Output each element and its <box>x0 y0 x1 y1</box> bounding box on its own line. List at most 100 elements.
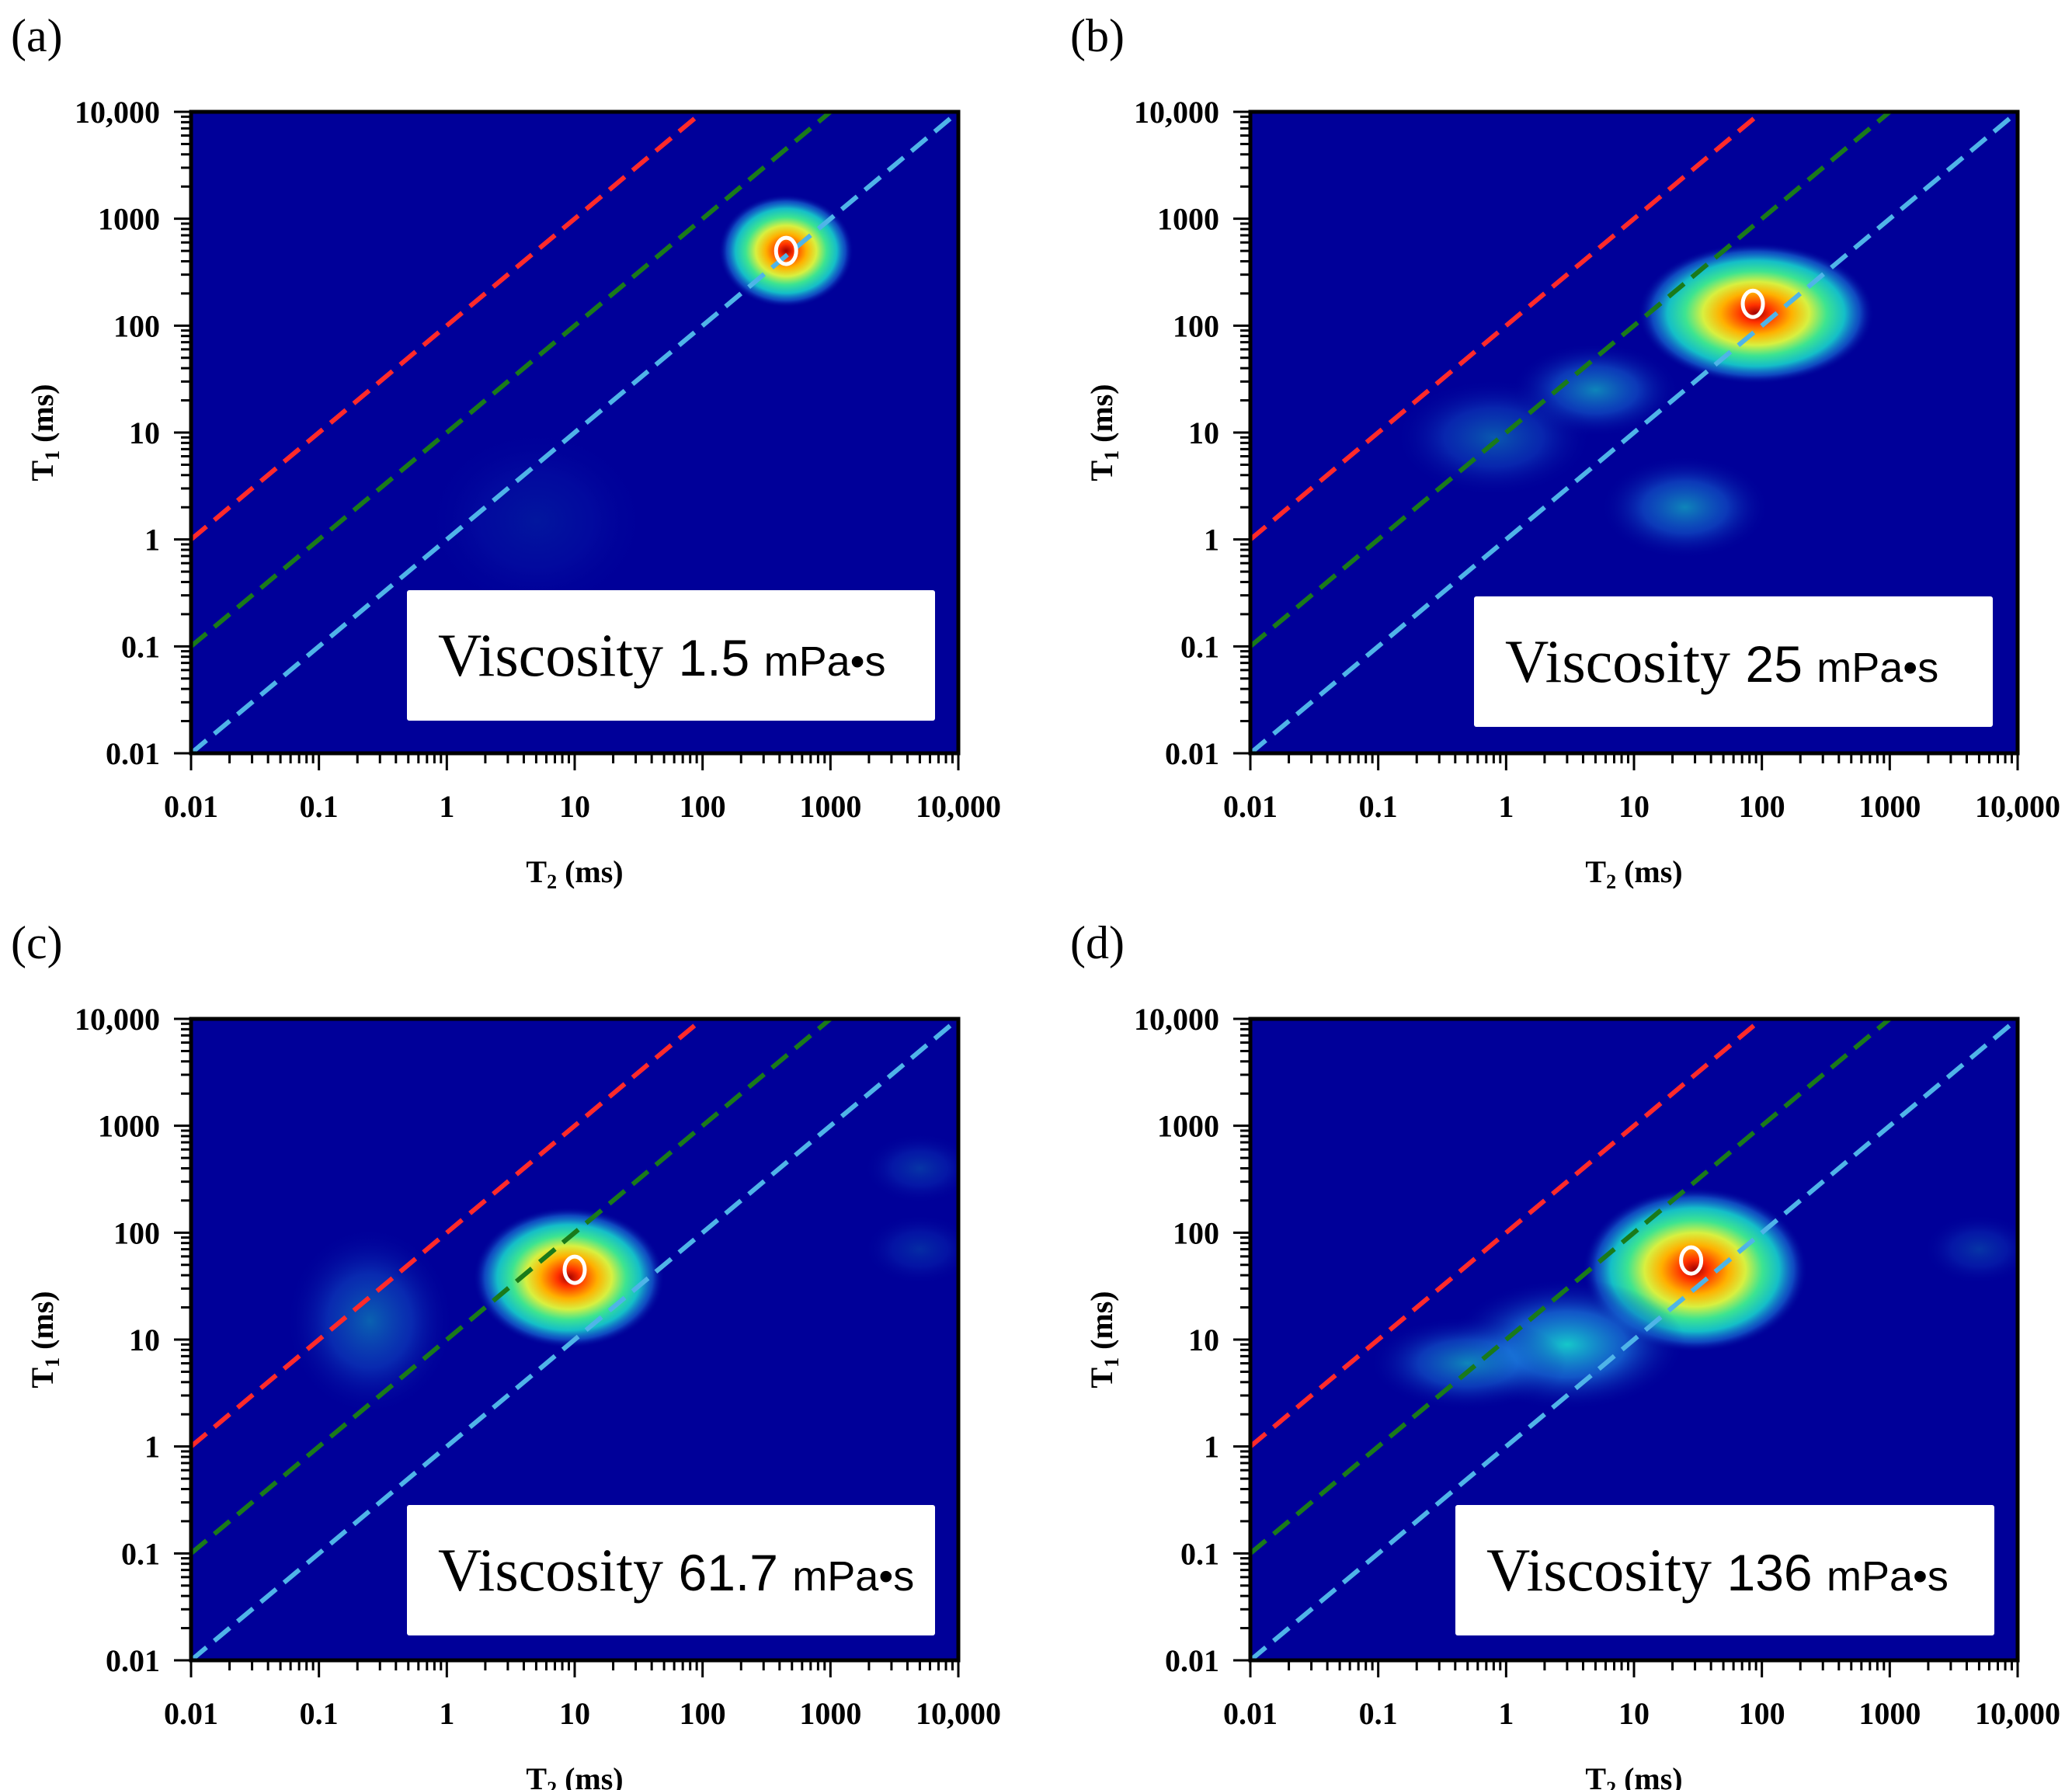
x-tick-label: 10 <box>1618 1696 1650 1731</box>
y-tick-label: 100 <box>1173 1215 1219 1250</box>
signal-blob <box>863 1133 958 1204</box>
x-axis-label: T2 (ms) <box>1585 854 1682 893</box>
x-tick-label: 1 <box>1498 789 1514 824</box>
signal-blob <box>1600 455 1770 559</box>
x-tick-label: 100 <box>1739 1696 1785 1731</box>
panel-label: (d) <box>1070 917 1125 968</box>
ratio-line <box>1250 112 1892 648</box>
y-tick-label: 1000 <box>1157 1109 1219 1144</box>
peak-marker <box>774 235 798 266</box>
viscosity-label: Viscosity <box>1505 627 1746 695</box>
y-tick-label: 10,000 <box>75 1002 160 1037</box>
panel-0: (a) Viscosity 1.5 mPa•s 0.01 0.1 1 10 100 1000 1… <box>11 10 1001 893</box>
x-tick-label: 0.01 <box>164 1696 218 1731</box>
signal-blob <box>1922 1214 2018 1285</box>
ratio-line <box>1250 1019 1892 1555</box>
x-tick-label: 10 <box>559 1696 590 1731</box>
x-tick-label: 0.1 <box>1359 789 1398 824</box>
viscosity-box <box>407 1505 935 1635</box>
x-tick-label: 100 <box>680 1696 726 1731</box>
viscosity-value: 136 <box>1727 1544 1827 1601</box>
x-axis-label: T2 (ms) <box>526 854 623 893</box>
x-tick-label: 0.01 <box>1223 1696 1278 1731</box>
signal-blob <box>285 1226 454 1415</box>
x-tick-label: 10 <box>1618 789 1650 824</box>
x-tick-label: 1000 <box>799 1696 861 1731</box>
x-tick-label: 10,000 <box>1975 1696 2060 1731</box>
y-tick-label: 0.01 <box>1165 736 1219 771</box>
x-tick-label: 10,000 <box>916 789 1001 824</box>
y-tick-label: 10 <box>1188 1323 1219 1357</box>
x-tick-label: 1 <box>439 789 454 824</box>
viscosity-unit: mPa•s <box>764 638 886 685</box>
panel-label: (a) <box>11 10 63 61</box>
y-tick-label: 100 <box>113 1215 160 1250</box>
y-tick-label: 1000 <box>98 1109 160 1144</box>
viscosity-unit: mPa•s <box>1816 645 1938 691</box>
viscosity-label: Viscosity <box>438 621 679 689</box>
x-tick-label: 1000 <box>799 789 861 824</box>
y-tick-label: 100 <box>1173 308 1219 343</box>
peak-marker <box>562 1254 587 1285</box>
viscosity-label: Viscosity <box>1486 1536 1727 1604</box>
x-axis-label: T2 (ms) <box>1585 1761 1682 1790</box>
ratio-line <box>191 1019 958 1660</box>
x-tick-label: 1000 <box>1858 1696 1921 1731</box>
ratio-line <box>191 1019 833 1555</box>
viscosity-text: Viscosity 1.5 mPa•s <box>438 621 886 689</box>
ratio-line <box>1250 1019 2018 1660</box>
y-tick-label: 0.1 <box>1180 1536 1219 1571</box>
x-tick-label: 0.1 <box>300 1696 339 1731</box>
viscosity-value: 1.5 <box>679 629 764 686</box>
x-tick-label: 10 <box>559 789 590 824</box>
y-tick-label: 1 <box>1204 523 1219 558</box>
viscosity-text: Viscosity 25 mPa•s <box>1505 627 1938 695</box>
panel-3: (d) Viscosity 136 mPa•s 0.01 0.1 1 10 100 1000 1… <box>1070 917 2060 1790</box>
viscosity-box <box>1474 596 1993 727</box>
y-axis-label: T1 (ms) <box>1084 1291 1123 1388</box>
y-tick-label: 10,000 <box>75 95 160 130</box>
y-tick-label: 10,000 <box>1134 95 1219 130</box>
y-tick-label: 10 <box>129 1323 160 1357</box>
viscosity-unit: mPa•s <box>792 1553 914 1600</box>
signal-blob <box>863 1214 958 1285</box>
y-tick-label: 10,000 <box>1134 1002 1219 1037</box>
ratio-line <box>191 112 958 753</box>
x-tick-label: 10,000 <box>1975 789 2060 824</box>
x-tick-label: 100 <box>1739 789 1785 824</box>
y-tick-label: 1000 <box>98 202 160 237</box>
y-tick-label: 100 <box>113 308 160 343</box>
viscosity-text: Viscosity 61.7 mPa•s <box>438 1536 914 1604</box>
peak-marker <box>1740 288 1765 319</box>
panel-2: (c)Viscosity 61.7 mPa•s0.01 0.1 1 10 100 1000… <box>11 917 1001 1790</box>
viscosity-unit: mPa•s <box>1827 1553 1949 1600</box>
y-axis-label: T1 (ms) <box>25 384 64 481</box>
y-axis-label: T1 (ms) <box>25 1291 64 1388</box>
x-tick-label: 1000 <box>1858 789 1921 824</box>
y-tick-label: 0.01 <box>106 736 160 771</box>
y-tick-label: 0.01 <box>1165 1643 1219 1678</box>
x-tick-label: 0.01 <box>164 789 218 824</box>
signal-blob <box>423 426 649 615</box>
x-tick-label: 100 <box>680 789 726 824</box>
y-tick-label: 1 <box>1204 1430 1219 1465</box>
signal-blob <box>1368 1316 1566 1411</box>
y-tick-label: 10 <box>1188 415 1219 450</box>
ratio-line <box>1250 1019 1764 1448</box>
viscosity-box <box>407 590 935 721</box>
panel-label: (b) <box>1070 10 1125 61</box>
ratio-line <box>1250 112 1764 541</box>
ratio-line <box>191 112 704 541</box>
viscosity-box <box>1455 1505 1994 1635</box>
panel-label: (c) <box>11 917 63 968</box>
x-tick-label: 10,000 <box>916 1696 1001 1731</box>
x-tick-label: 1 <box>1498 1696 1514 1731</box>
y-tick-label: 1 <box>144 1430 160 1465</box>
y-tick-label: 0.1 <box>121 1536 160 1571</box>
y-axis-label: T1 (ms) <box>1084 384 1123 481</box>
ratio-line <box>191 1019 704 1448</box>
ratio-line <box>1250 112 2018 753</box>
y-tick-label: 1 <box>144 523 160 558</box>
panel-1: (b) Viscosity 25 mPa•s 0.01 0.1 1 10 100 1000 10… <box>1070 10 2060 893</box>
x-tick-label: 0.1 <box>1359 1696 1398 1731</box>
